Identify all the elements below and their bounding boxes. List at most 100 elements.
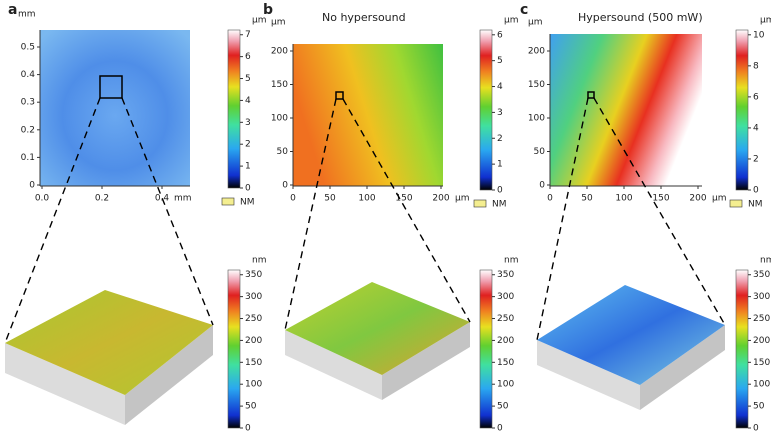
- y-tick-label: 0.2: [21, 125, 35, 135]
- zoom-line: [593, 97, 726, 326]
- surface-side: [5, 343, 125, 425]
- y-tick-label: 0.1: [21, 153, 35, 163]
- colorbar-tick-label: 1: [245, 162, 251, 172]
- colorbar-tick-label: 50: [497, 402, 509, 412]
- colorbar-tick-label: 200: [245, 336, 262, 346]
- surface-side: [285, 330, 382, 400]
- colorbar-tick-label: 200: [497, 336, 514, 346]
- x-tick-label: 50: [324, 194, 336, 204]
- x-unit: mm: [174, 194, 192, 204]
- colorbar-tick-label: 6: [753, 92, 759, 102]
- x-unit: µm: [712, 194, 727, 204]
- y-tick-label: 100: [528, 114, 545, 124]
- roi-box: [587, 91, 595, 99]
- colorbar-tick-label: 100: [753, 380, 770, 390]
- colorbar-tick-label: 6: [497, 30, 503, 40]
- colorbar-tick-label: 1: [497, 160, 503, 170]
- colorbar-tick-label: 250: [753, 314, 770, 324]
- zoom-line: [284, 98, 337, 331]
- colorbar-tick-label: 2: [245, 140, 251, 150]
- colorbar-unit: µm: [252, 16, 267, 26]
- colorbar-tick-label: 350: [497, 270, 514, 280]
- roi-box: [335, 91, 344, 100]
- colorbar-tick-label: 6: [245, 52, 251, 62]
- colorbar: [479, 29, 493, 191]
- surface-3d: [5, 290, 213, 395]
- x-tick-label: 0: [290, 194, 296, 204]
- y-unit: mm: [18, 10, 36, 20]
- x-unit: µm: [455, 194, 470, 204]
- x-tick-label: 200: [689, 194, 706, 204]
- y-tick-label: 100: [271, 114, 288, 124]
- colorbar-unit: µm: [760, 16, 771, 26]
- colorbar-tick-label: 0: [245, 424, 251, 434]
- colorbar-tick-label: 250: [497, 314, 514, 324]
- colorbar-tick-label: 150: [753, 358, 770, 368]
- panel-title: Hypersound (500 mW): [578, 11, 703, 24]
- surface-3d: [537, 285, 725, 385]
- colorbar-tick-label: 300: [753, 292, 770, 302]
- colorbar-tick-label: 3: [245, 118, 251, 128]
- colorbar-tick-label: 10: [753, 30, 765, 40]
- legend-label: NM: [492, 200, 507, 210]
- legend-label: NM: [240, 198, 255, 208]
- colorbar-tick-label: 3: [497, 108, 503, 118]
- colorbar-tick-label: 250: [245, 314, 262, 324]
- y-tick-label: 0.4: [21, 70, 36, 80]
- colorbar: [735, 269, 749, 429]
- y-tick-label: 0: [29, 181, 35, 191]
- x-tick-label: 50: [581, 194, 593, 204]
- x-tick-label: 0: [547, 194, 553, 204]
- panel-label: b: [263, 2, 273, 18]
- surface-side: [382, 322, 470, 400]
- legend-swatch: [221, 197, 235, 206]
- colorbar-tick-label: 0: [497, 186, 503, 196]
- surface-side: [640, 325, 725, 410]
- legend-swatch: [729, 199, 743, 208]
- colorbar-tick-label: 150: [497, 358, 514, 368]
- height-map: [40, 30, 190, 186]
- x-tick-label: 100: [358, 194, 375, 204]
- colorbar-tick-label: 2: [753, 154, 759, 164]
- colorbar-tick-label: 100: [245, 380, 262, 390]
- y-tick-label: 0: [282, 181, 288, 191]
- height-map: [293, 44, 443, 186]
- y-tick-label: 200: [271, 47, 288, 57]
- colorbar-tick-label: 0: [753, 424, 759, 434]
- colorbar-tick-label: 0: [753, 186, 759, 196]
- x-tick-label: 0.0: [35, 194, 50, 204]
- colorbar-unit: µm: [504, 16, 519, 26]
- x-tick-label: 150: [395, 194, 412, 204]
- y-tick-label: 50: [534, 147, 546, 157]
- zoom-line: [536, 97, 589, 341]
- x-tick-label: 100: [615, 194, 632, 204]
- colorbar-tick-label: 2: [497, 134, 503, 144]
- zoom-line: [4, 97, 101, 344]
- colorbar-unit: nm: [760, 256, 771, 266]
- colorbar-tick-label: 300: [245, 292, 262, 302]
- surface-side: [537, 340, 640, 410]
- colorbar-tick-label: 5: [497, 56, 503, 66]
- colorbar: [479, 269, 493, 429]
- colorbar: [227, 269, 241, 429]
- panel-title: No hypersound: [322, 11, 406, 24]
- colorbar-tick-label: 0: [497, 424, 503, 434]
- panel-label: c: [520, 2, 528, 18]
- surface-3d: [285, 282, 470, 375]
- y-tick-label: 0.3: [21, 98, 35, 108]
- colorbar: [735, 29, 749, 191]
- colorbar-tick-label: 100: [497, 380, 514, 390]
- legend-label: NM: [748, 200, 763, 210]
- colorbar-tick-label: 5: [245, 74, 251, 84]
- zoom-line: [121, 97, 214, 326]
- y-unit: µm: [271, 18, 286, 28]
- y-tick-label: 150: [528, 80, 545, 90]
- colorbar-tick-label: 4: [497, 82, 503, 92]
- y-tick-label: 0: [539, 181, 545, 191]
- x-tick-label: 200: [432, 194, 449, 204]
- surface-side: [125, 325, 213, 425]
- panel-label: a: [8, 2, 17, 18]
- colorbar-unit: nm: [252, 256, 266, 266]
- zoom-line: [342, 98, 471, 323]
